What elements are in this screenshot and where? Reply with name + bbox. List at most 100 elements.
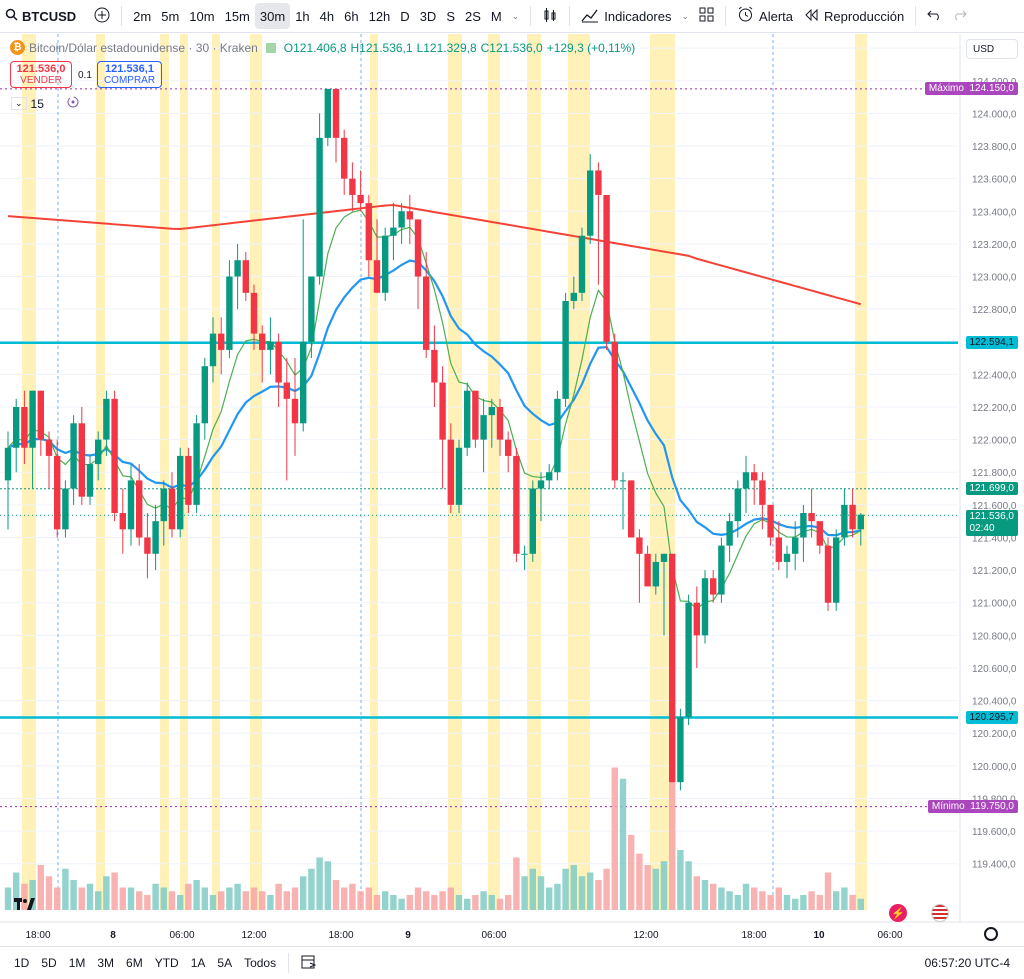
price-tick: 123.600,0 [972, 175, 1017, 186]
candle-body [357, 194, 364, 204]
candle-body [283, 382, 290, 399]
symbol-search[interactable]: BTCUSD [0, 3, 81, 29]
volume-bar [521, 876, 528, 910]
layouts-button[interactable] [694, 3, 719, 29]
interval-M[interactable]: M [490, 8, 502, 24]
interval-4h[interactable]: 4h [319, 8, 335, 24]
volume-bar [480, 891, 487, 910]
candle-body [718, 545, 725, 595]
sell-button[interactable]: 121.536,0 VENDER [10, 61, 72, 88]
min-label-text: Mínimo [931, 800, 965, 812]
volume-bar [447, 887, 454, 910]
volume-bar [619, 778, 627, 910]
candle-body [259, 333, 266, 350]
legend-title: Bitcoin/Dólar estadounidense · 30 · Krak… [29, 40, 258, 55]
currency-select[interactable]: USD [966, 39, 1018, 59]
range-6m[interactable]: 6M [126, 956, 143, 970]
range-1d[interactable]: 1D [14, 956, 30, 970]
volume-bar [734, 895, 741, 910]
volume-bar [431, 895, 438, 910]
interval-12h[interactable]: 12h [368, 8, 391, 24]
hline-top-label: 122.594,1 [965, 335, 1018, 349]
interval-D[interactable]: D [400, 8, 410, 24]
interval-6h[interactable]: 6h [344, 8, 359, 24]
divider [915, 6, 917, 26]
candle-body [652, 561, 659, 587]
candle-body [136, 480, 143, 538]
volume-bar [677, 850, 684, 910]
volume-bar [250, 887, 258, 910]
replay-button[interactable]: Reproducción [798, 3, 909, 29]
volume-bar [423, 891, 430, 910]
undo-button[interactable] [922, 3, 947, 29]
goto-date-button[interactable] [295, 954, 323, 973]
candle-body [218, 333, 225, 350]
price-tick: 119.400,0 [972, 860, 1016, 871]
top-toolbar: BTCUSD 2m 5m 10m 15m 30m 1h 4h 6h 12h D 3D S 2S M ⌄ I… [0, 0, 1024, 33]
interval-1h[interactable]: 1h [295, 8, 310, 24]
interval-15m[interactable]: 15m [224, 8, 250, 24]
settings-gear-icon[interactable] [984, 927, 998, 941]
compare-button[interactable] [89, 3, 115, 29]
volume-bar [4, 887, 12, 910]
candle-body [332, 88, 340, 138]
candle-body [669, 553, 676, 783]
volume-bar [267, 895, 274, 910]
range-5d[interactable]: 5D [41, 956, 57, 970]
time-tick: 06:00 [169, 930, 194, 941]
interval-30m[interactable]: 30m [254, 3, 291, 29]
volume-bar [283, 891, 290, 910]
price-tick: 121.400,0 [972, 533, 1017, 544]
indicator-templates-button[interactable]: ⌄ [677, 3, 695, 29]
candle-body [382, 235, 389, 293]
divider [121, 6, 123, 26]
interval-2m[interactable]: 2m [133, 8, 152, 24]
candle-body [144, 537, 151, 554]
time-tick: 06:00 [481, 930, 506, 941]
volume-bar [226, 887, 233, 910]
volume-bar [595, 880, 602, 910]
buy-button[interactable]: 121.536,1 COMPRAR [97, 61, 162, 88]
interval-10m[interactable]: 10m [189, 8, 215, 24]
volume-bar [242, 891, 249, 910]
chart-pane[interactable]: 124.400,0124.200,0124.000,0123.800,0123.… [0, 34, 1024, 946]
interval-S[interactable]: S [446, 8, 455, 24]
candle-body [226, 276, 233, 350]
candle-body [701, 578, 709, 636]
flag-icon[interactable] [931, 904, 949, 922]
candle-body [111, 398, 118, 514]
volume-bar [103, 876, 110, 910]
clock[interactable]: 06:57:20 UTC-4 [924, 956, 1010, 970]
order-quantity[interactable]: 0.1 [78, 70, 92, 81]
range-3m[interactable]: 3M [97, 956, 115, 970]
time-tick: 06:00 [877, 930, 902, 941]
volume-bar [111, 872, 118, 910]
range-5a[interactable]: 5A [217, 956, 233, 970]
range-todos[interactable]: Todos [244, 956, 277, 970]
candle-body [398, 211, 405, 228]
indicator-toggle[interactable]: ⌄ 15 [11, 95, 80, 112]
lightning-icon[interactable]: ⚡ [889, 904, 907, 922]
volume-bar [783, 895, 791, 910]
indicators-button[interactable]: Indicadores [576, 3, 676, 29]
price-tick: 123.200,0 [972, 240, 1017, 251]
redo-button[interactable] [947, 3, 972, 29]
candle-body [201, 366, 208, 424]
chart-type-button[interactable] [537, 3, 563, 29]
interval-5m[interactable]: 5m [161, 8, 180, 24]
time-tick: 18:00 [741, 930, 766, 941]
indicator-count: 15 [30, 96, 44, 111]
price-tick: 121.000,0 [972, 599, 1017, 610]
interval-2S[interactable]: 2S [464, 8, 481, 24]
interval-dropdown[interactable]: ⌄ [507, 3, 525, 29]
volume-bar [701, 880, 709, 910]
price-chart[interactable]: 124.400,0124.200,0124.000,0123.800,0123.… [0, 34, 1024, 946]
alert-button[interactable]: Alerta [732, 3, 798, 29]
candle-body [341, 137, 348, 179]
range-1m[interactable]: 1M [68, 956, 86, 970]
candle-body [45, 439, 53, 456]
candle-body [857, 514, 864, 530]
range-1a[interactable]: 1A [190, 956, 206, 970]
range-ytd[interactable]: YTD [154, 956, 179, 970]
interval-3D[interactable]: 3D [419, 8, 437, 24]
